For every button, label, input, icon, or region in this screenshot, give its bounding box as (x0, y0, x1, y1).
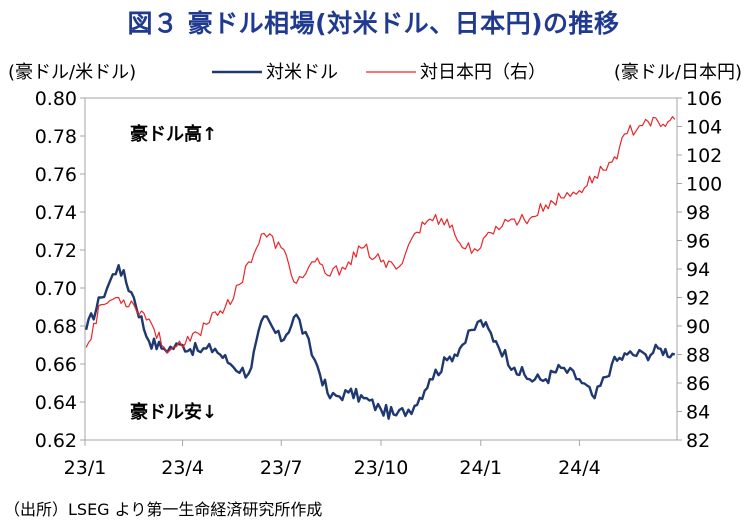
plot-frame (84, 97, 678, 441)
left-tick-label: 0.76 (35, 164, 77, 186)
right-tick-label: 96 (686, 231, 710, 253)
series-line-usd (84, 264, 676, 420)
right-tick-label: 92 (686, 288, 710, 310)
right-tick-label: 86 (686, 373, 710, 395)
right-tick-label: 102 (686, 145, 722, 167)
legend-label-usd: 対米ドル (266, 62, 338, 83)
annotation-low: 豪ドル安↓ (130, 401, 217, 423)
right-tick-label: 98 (686, 202, 710, 224)
x-tick-label: 24/1 (459, 457, 502, 479)
right-axis-label: (豪ドル/日本円) (614, 62, 742, 83)
annotation-high: 豪ドル高↑ (130, 123, 217, 145)
series-line-jpy (85, 116, 676, 354)
x-tick-label: 23/1 (64, 457, 107, 479)
x-tick-label: 23/7 (260, 457, 303, 479)
right-tick-label: 94 (686, 259, 710, 281)
x-tick-label: 24/4 (558, 457, 601, 479)
left-axis-label: (豪ドル/米ドル) (8, 62, 136, 83)
left-tick-label: 0.74 (35, 202, 77, 224)
left-tick-label: 0.78 (35, 126, 77, 148)
left-tick-label: 0.68 (35, 316, 77, 338)
left-tick-label: 0.70 (35, 278, 77, 300)
chart-title: 図３ 豪ドル相場(対米ドル、日本円)の推移 (127, 9, 620, 38)
source-note: （出所）LSEG より第一生命経済研究所作成 (4, 500, 323, 519)
right-tick-label: 82 (686, 430, 710, 452)
x-tick-label: 23/4 (161, 457, 204, 479)
left-tick-label: 0.66 (35, 354, 77, 376)
x-tick-label: 23/10 (354, 457, 409, 479)
right-tick-label: 90 (686, 316, 710, 338)
right-tick-label: 88 (686, 345, 710, 367)
right-tick-label: 106 (686, 88, 722, 110)
left-tick-label: 0.80 (35, 88, 77, 110)
right-tick-label: 84 (686, 402, 710, 424)
left-tick-label: 0.62 (35, 430, 77, 452)
left-tick-label: 0.64 (35, 392, 77, 414)
right-tick-label: 104 (686, 117, 722, 139)
left-tick-label: 0.72 (35, 240, 77, 262)
legend-label-jpy: 対日本円（右） (420, 62, 546, 83)
right-tick-label: 100 (686, 174, 722, 196)
